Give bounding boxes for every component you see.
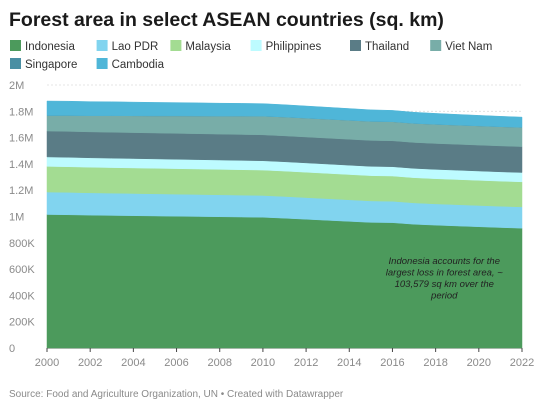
y-tick-label: 800K	[9, 238, 35, 250]
area-cambodia	[46, 100, 523, 128]
legend-swatch-lao-pdr	[96, 40, 108, 51]
y-tick-label: 600K	[9, 264, 35, 276]
x-tick-label: 2018	[423, 357, 447, 369]
legend-swatch-viet-nam	[430, 40, 442, 51]
x-tick-label: 2000	[35, 357, 59, 369]
x-tick-label: 2012	[294, 357, 318, 369]
y-tick-label: 1.4M	[9, 159, 33, 171]
x-tick-label: 2008	[207, 357, 231, 369]
legend-swatch-indonesia	[10, 40, 21, 51]
legend-label-lao-pdr: Lao PDR	[112, 41, 159, 53]
x-tick-label: 2002	[78, 357, 102, 369]
legend-swatch-malaysia	[170, 40, 182, 51]
x-tick-label: 2010	[251, 357, 275, 369]
y-tick-label: 1.6M	[9, 133, 33, 145]
x-tick-label: 2016	[380, 357, 404, 369]
x-axis: 2000 2002 2004 2006 2008 2010 2012 2014 2016 2018…	[35, 348, 534, 369]
plot-areas	[46, 100, 523, 349]
source-note: Source: Food and Agriculture Organizatio…	[9, 389, 344, 400]
y-tick-label: 0	[9, 343, 15, 355]
legend-label-malaysia: Malaysia	[185, 41, 231, 53]
x-tick-label: 2014	[337, 357, 361, 369]
legend-swatch-philippines	[250, 40, 262, 51]
legend-label-singapore: Singapore	[25, 59, 77, 71]
y-tick-label: 400K	[9, 290, 35, 302]
legend: Indonesia Lao PDR Malaysia Philippines Thail…	[10, 40, 492, 71]
y-tick-label: 2M	[9, 80, 24, 92]
annotation: Indonesia accounts for the largest loss i…	[386, 256, 503, 302]
x-tick-label: 2022	[510, 357, 534, 369]
chart-title: Forest area in select ASEAN countries (s…	[9, 9, 444, 31]
y-tick-label: 1M	[9, 212, 24, 224]
legend-label-cambodia: Cambodia	[112, 59, 165, 71]
x-tick-label: 2020	[467, 357, 491, 369]
legend-label-philippines: Philippines	[266, 41, 322, 53]
legend-label-indonesia: Indonesia	[25, 41, 75, 53]
y-tick-label: 1.8M	[9, 106, 33, 118]
x-tick-label: 2004	[121, 357, 145, 369]
legend-swatch-singapore	[10, 58, 21, 69]
x-tick-label: 2006	[164, 357, 188, 369]
legend-swatch-cambodia	[96, 58, 108, 69]
legend-label-thailand: Thailand	[365, 41, 409, 53]
y-tick-label: 1.2M	[9, 185, 33, 197]
y-tick-label: 200K	[9, 317, 35, 329]
legend-swatch-thailand	[350, 40, 361, 51]
legend-label-viet-nam: Viet Nam	[445, 41, 492, 53]
y-axis: 0 200K 400K 600K 800K 1M 1.2M 1.4M 1.6M 1.8M 2M	[9, 80, 35, 355]
